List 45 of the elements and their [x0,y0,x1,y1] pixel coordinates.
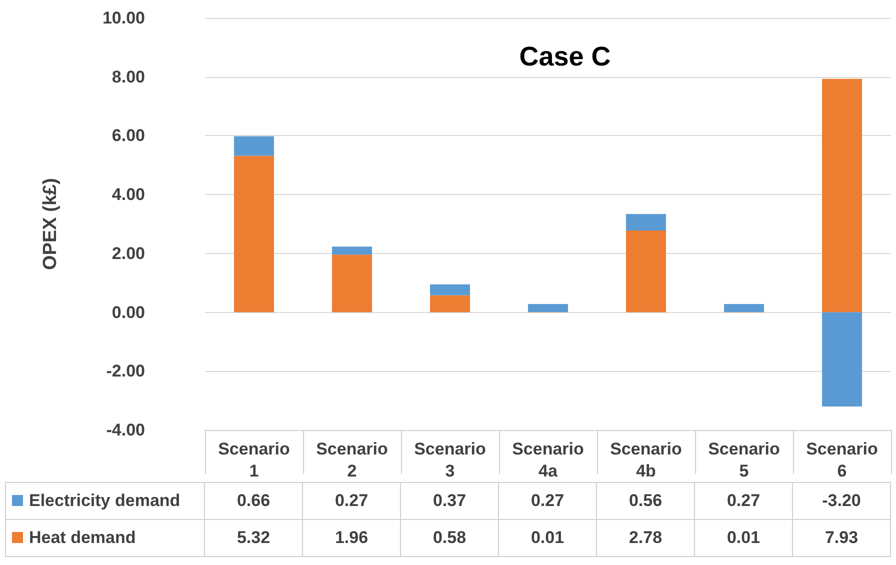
data-label: 0.01 [498,520,596,556]
data-label: 0.01 [694,520,792,556]
bar [332,246,372,255]
y-tick-label: 2.00 [112,244,145,263]
data-label: 1.96 [302,520,400,556]
bar [430,295,470,312]
data-label: 0.27 [302,482,400,520]
y-tick-label: 0.00 [112,302,145,322]
y-tick-label: -2.00 [106,362,145,381]
bar [822,78,862,312]
y-tick-label: 4.00 [112,185,145,204]
legend-label: Electricity demand [6,482,204,520]
bar [430,284,470,296]
data-label: 0.37 [400,482,498,520]
bar [822,312,862,406]
x-tick-label: Scenario 5 [708,440,780,480]
y-tick-label: -4.00 [106,420,145,440]
data-label: 7.93 [792,520,890,556]
x-tick-label: Scenario 1 [218,440,290,480]
text: Case C [519,42,611,72]
x-tick-label: Scenario 2 [316,440,388,480]
bar [234,156,274,312]
data-label: 2.78 [596,520,694,556]
data-label: 0.56 [596,482,694,520]
bar [332,254,372,312]
x-tick-label: Scenario 6 [806,440,878,480]
data-label: 0.27 [694,482,792,520]
data-label: -3.20 [792,482,890,520]
legend-label: Heat demand [6,520,204,556]
data-label: 0.27 [498,482,596,520]
bar [234,136,274,156]
data-label: 5.32 [204,520,302,556]
y-tick-label: 6.00 [112,126,145,146]
data-label: 0.66 [204,482,302,520]
bar [724,304,764,312]
y-tick-label: 8.00 [112,67,145,86]
y-tick-label: 10.00 [102,8,145,28]
y-axis-title: OPEX (k£) [40,178,61,270]
bar [528,304,568,312]
x-tick-label: Scenario 4b [610,440,682,480]
x-tick-label: Scenario 3 [414,440,486,480]
x-tick-label: Scenario 4a [512,440,584,480]
bar [626,230,666,312]
data-label: 0.58 [400,520,498,556]
bar [626,214,666,230]
